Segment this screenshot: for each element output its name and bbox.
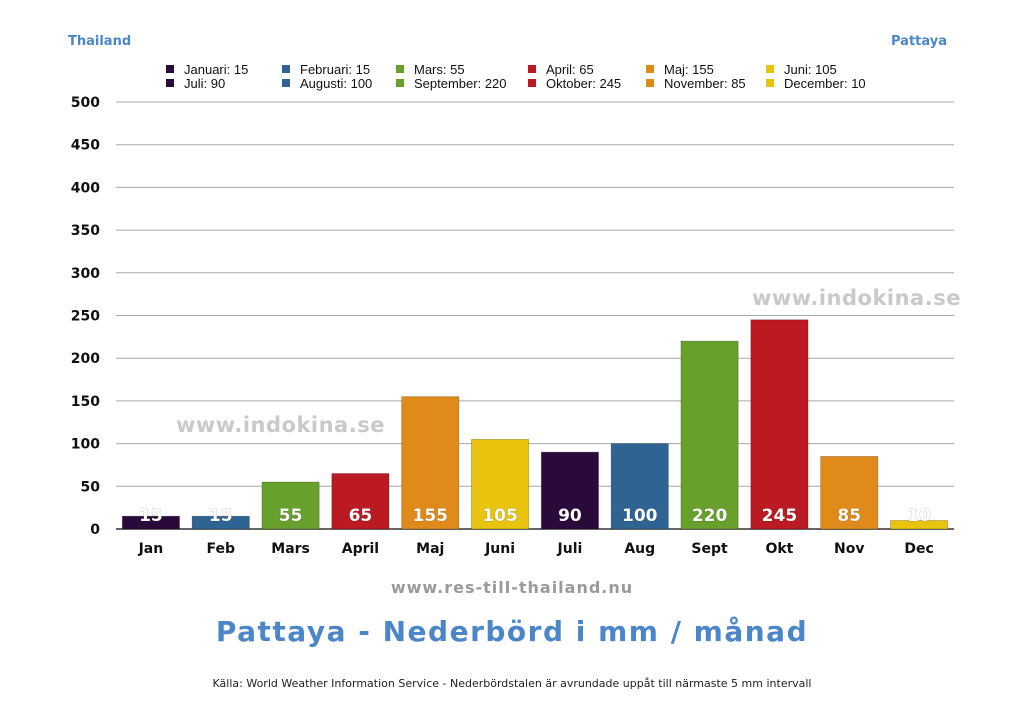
source-note: Källa: World Weather Information Service… bbox=[212, 677, 812, 690]
region-label: Thailand bbox=[68, 34, 132, 49]
legend-swatch bbox=[166, 65, 174, 73]
legend-label: November: 85 bbox=[664, 75, 746, 91]
legend-item: Februari: 15 bbox=[282, 61, 396, 77]
bar bbox=[610, 443, 669, 530]
data-label: 105 bbox=[482, 506, 518, 526]
y-tick-label: 150 bbox=[71, 394, 100, 410]
y-tick-label: 0 bbox=[90, 522, 100, 538]
data-label: 65 bbox=[349, 506, 373, 526]
legend-label: Oktober: 245 bbox=[546, 75, 622, 91]
bar bbox=[471, 438, 530, 530]
legend-item: Oktober: 245 bbox=[528, 75, 646, 91]
data-label: 100 bbox=[622, 506, 658, 526]
x-tick-label: Nov bbox=[834, 541, 864, 557]
bar bbox=[680, 340, 739, 530]
y-tick-label: 350 bbox=[71, 223, 100, 239]
x-tick-label: Dec bbox=[904, 541, 933, 557]
data-label: 10 bbox=[907, 506, 931, 526]
legend-label: Juli: 90 bbox=[184, 75, 226, 91]
legend-item: November: 85 bbox=[646, 75, 766, 91]
x-tick-label: Okt bbox=[765, 541, 793, 557]
legend-swatch bbox=[282, 79, 290, 87]
y-tick-label: 100 bbox=[71, 437, 100, 453]
legend-item: Juli: 90 bbox=[166, 75, 282, 91]
legend-label: Januari: 15 bbox=[184, 61, 249, 77]
y-tick-label: 400 bbox=[71, 180, 100, 196]
legend-label: Augusti: 100 bbox=[300, 75, 373, 91]
legend-item: Mars: 55 bbox=[396, 61, 528, 77]
y-tick-label: 450 bbox=[71, 138, 100, 154]
legend-swatch bbox=[396, 79, 404, 87]
y-tick-label: 500 bbox=[71, 95, 100, 111]
legend-swatch bbox=[396, 65, 404, 73]
legend-swatch bbox=[528, 79, 536, 87]
y-tick-label: 250 bbox=[71, 309, 100, 325]
x-tick-label: Maj bbox=[416, 541, 444, 557]
y-tick-label: 200 bbox=[71, 351, 100, 367]
data-label: 245 bbox=[762, 506, 798, 526]
legend-swatch bbox=[166, 79, 174, 87]
chart-title: Pattaya - Nederbörd i mm / månad bbox=[215, 615, 809, 648]
legend-item: Augusti: 100 bbox=[282, 75, 396, 91]
data-label: 55 bbox=[279, 506, 303, 526]
watermark-middle: www.indokina.se bbox=[176, 413, 385, 437]
x-tick-label: Aug bbox=[624, 541, 655, 557]
legend-swatch bbox=[282, 65, 290, 73]
data-label: 15 bbox=[139, 506, 163, 526]
bar bbox=[540, 451, 599, 530]
x-tick-label: Feb bbox=[206, 541, 235, 557]
city-label: Pattaya bbox=[891, 34, 947, 49]
site-url: www.res-till-thailand.nu bbox=[390, 578, 634, 597]
chart-legend: Januari: 15 Februari: 15 Mars: 55 April: 65… bbox=[166, 61, 886, 91]
data-label: 90 bbox=[558, 506, 582, 526]
data-label: 155 bbox=[413, 506, 449, 526]
legend-label: Juni: 105 bbox=[784, 61, 837, 77]
bar bbox=[890, 520, 949, 530]
legend-swatch bbox=[766, 79, 774, 87]
legend-item: Juni: 105 bbox=[766, 61, 886, 77]
bar bbox=[820, 456, 879, 530]
legend-item: Januari: 15 bbox=[166, 61, 282, 77]
legend-item: April: 65 bbox=[528, 61, 646, 77]
legend-swatch bbox=[528, 65, 536, 73]
watermark-top: www.indokina.se bbox=[752, 286, 961, 310]
legend-item: Maj: 155 bbox=[646, 61, 766, 77]
y-tick-label: 50 bbox=[81, 479, 101, 495]
data-label: 85 bbox=[837, 506, 861, 526]
legend-label: April: 65 bbox=[546, 61, 594, 77]
legend-label: December: 10 bbox=[784, 75, 866, 91]
x-tick-label: Juli bbox=[557, 541, 583, 557]
legend-item: December: 10 bbox=[766, 75, 886, 91]
legend-label: September: 220 bbox=[414, 75, 507, 91]
bar bbox=[750, 319, 809, 530]
legend-swatch bbox=[646, 65, 654, 73]
x-tick-label: April bbox=[342, 541, 379, 557]
x-tick-label: Mars bbox=[271, 541, 310, 557]
x-tick-label: Sept bbox=[691, 541, 728, 557]
data-label: 15 bbox=[209, 506, 233, 526]
bar bbox=[331, 473, 390, 530]
y-tick-label: 300 bbox=[71, 266, 100, 282]
bar bbox=[261, 481, 320, 530]
legend-swatch bbox=[766, 65, 774, 73]
data-label: 220 bbox=[692, 506, 728, 526]
legend-item: September: 220 bbox=[396, 75, 528, 91]
bar bbox=[121, 515, 180, 530]
legend-label: Maj: 155 bbox=[664, 61, 714, 77]
x-tick-label: Jan bbox=[138, 541, 164, 557]
x-tick-label: Juni bbox=[484, 541, 515, 557]
legend-swatch bbox=[646, 79, 654, 87]
legend-label: Mars: 55 bbox=[414, 61, 465, 77]
bar bbox=[191, 515, 250, 530]
bar bbox=[401, 396, 460, 530]
legend-label: Februari: 15 bbox=[300, 61, 371, 77]
